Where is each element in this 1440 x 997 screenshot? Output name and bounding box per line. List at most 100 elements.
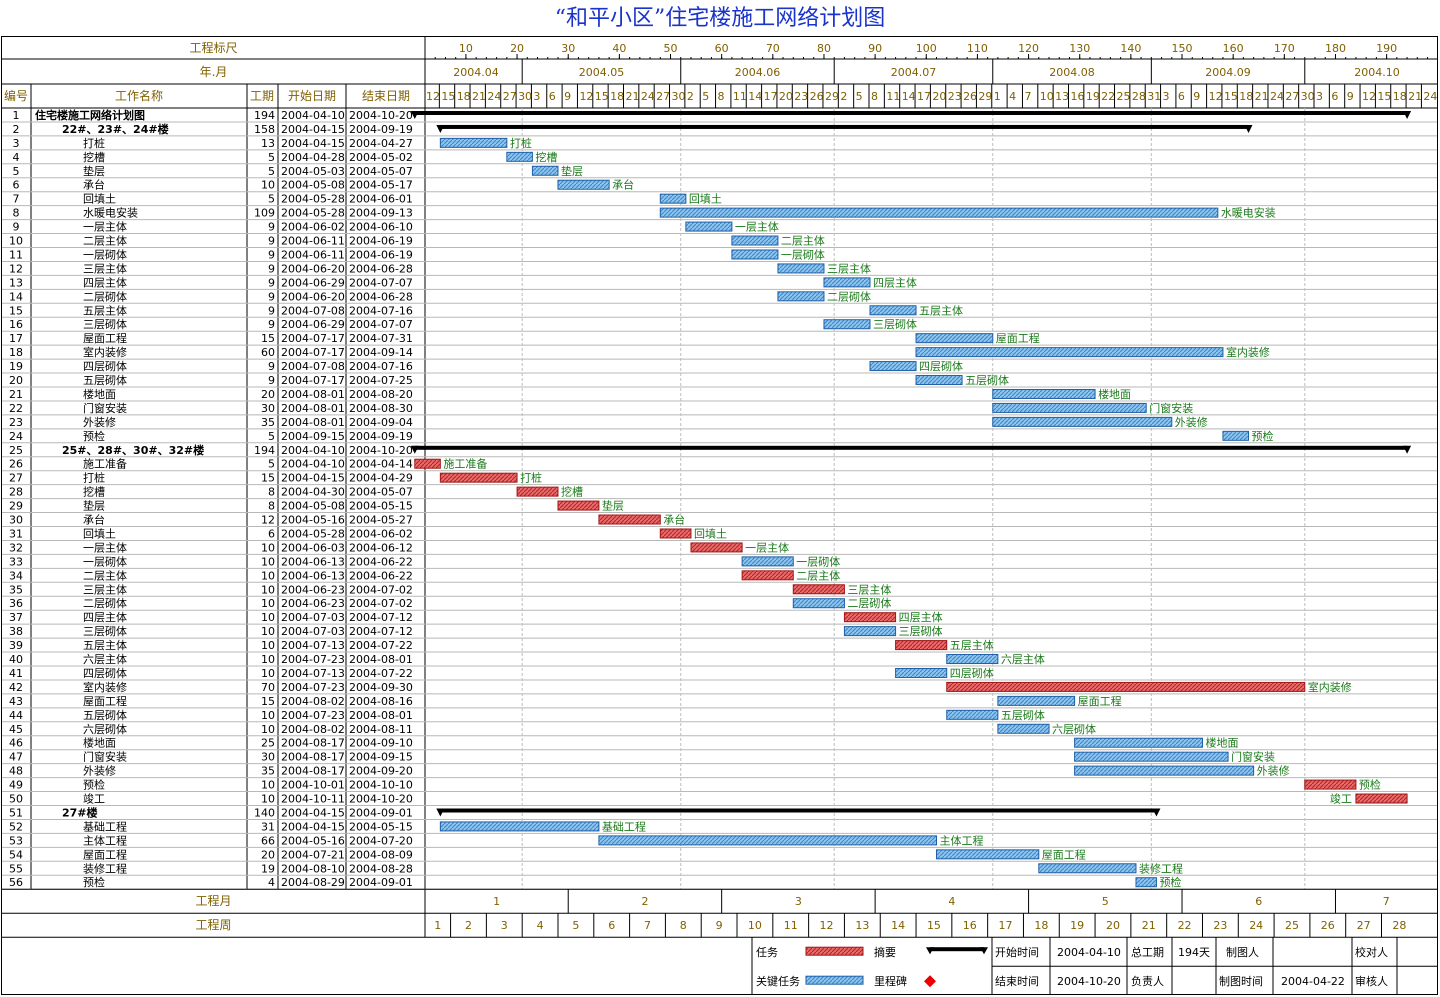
row-duration: 158 bbox=[254, 123, 275, 136]
task-bar[interactable] bbox=[843, 626, 897, 637]
critical-task-bar[interactable] bbox=[1304, 779, 1357, 790]
task-bar[interactable] bbox=[439, 821, 600, 832]
task-bar[interactable] bbox=[506, 151, 533, 162]
row-duration: 10 bbox=[261, 723, 275, 736]
day-tick-label: 1 bbox=[994, 90, 1001, 103]
bar-label: 屋面工程 bbox=[1042, 848, 1086, 861]
critical-task-bar[interactable] bbox=[598, 514, 661, 525]
critical-task-bar[interactable] bbox=[946, 681, 1306, 692]
critical-task-bar[interactable] bbox=[741, 570, 794, 581]
task-bar[interactable] bbox=[777, 263, 825, 274]
task-bar[interactable] bbox=[915, 347, 1224, 358]
task-bar[interactable] bbox=[997, 695, 1076, 706]
task-bar[interactable] bbox=[823, 319, 871, 330]
task-bar[interactable] bbox=[741, 556, 794, 567]
day-tick-label: 15 bbox=[595, 90, 609, 103]
column-header: 开始日期 bbox=[288, 89, 336, 103]
scale-tick-label: 10 bbox=[459, 42, 473, 55]
row-duration: 5 bbox=[268, 193, 275, 206]
task-bar[interactable] bbox=[1074, 751, 1229, 762]
day-tick-label: 24 bbox=[641, 90, 655, 103]
critical-task-bar[interactable] bbox=[659, 528, 692, 539]
row-duration: 5 bbox=[268, 165, 275, 178]
row-duration: 9 bbox=[268, 221, 275, 234]
row-duration: 15 bbox=[261, 695, 275, 708]
day-tick-label: 6 bbox=[1178, 90, 1185, 103]
project-week-value: 2 bbox=[465, 919, 472, 932]
row-start: 2004-08-29 bbox=[281, 876, 345, 889]
row-start: 2004-06-20 bbox=[281, 290, 345, 303]
task-bar[interactable] bbox=[731, 235, 779, 246]
task-bar[interactable] bbox=[997, 723, 1050, 734]
row-name: 22#、23#、24#楼 bbox=[62, 122, 169, 136]
project-month-value: 3 bbox=[795, 895, 802, 908]
project-week-value: 23 bbox=[1213, 919, 1227, 932]
row-id: 32 bbox=[9, 541, 23, 554]
row-duration: 30 bbox=[261, 751, 275, 764]
critical-task-bar[interactable] bbox=[557, 500, 600, 511]
task-bar[interactable] bbox=[823, 277, 871, 288]
row-duration: 140 bbox=[254, 806, 275, 819]
task-bar[interactable] bbox=[557, 179, 610, 190]
row-id: 4 bbox=[13, 151, 20, 164]
bar-label: 五层砌体 bbox=[1001, 708, 1045, 722]
task-bar[interactable] bbox=[598, 835, 937, 846]
task-bar[interactable] bbox=[1222, 430, 1250, 441]
task-bar[interactable] bbox=[869, 305, 917, 316]
critical-task-bar[interactable] bbox=[895, 640, 948, 651]
task-bar[interactable] bbox=[777, 291, 825, 302]
task-bar[interactable] bbox=[946, 654, 999, 665]
task-bar[interactable] bbox=[936, 849, 1040, 860]
row-duration: 19 bbox=[261, 862, 275, 875]
critical-task-bar[interactable] bbox=[516, 486, 559, 497]
day-tick-label: 12 bbox=[426, 90, 440, 103]
row-start: 2004-05-16 bbox=[281, 514, 345, 527]
summary-cap-start bbox=[410, 445, 419, 454]
task-bar[interactable] bbox=[1074, 737, 1203, 748]
row-start: 2004-08-02 bbox=[281, 695, 345, 708]
row-end: 2004-09-19 bbox=[349, 123, 413, 136]
task-bar[interactable] bbox=[439, 137, 508, 148]
row-name: 六层砌体 bbox=[83, 722, 127, 736]
critical-task-bar[interactable] bbox=[439, 472, 518, 483]
row-duration: 15 bbox=[261, 472, 275, 485]
row-id: 46 bbox=[9, 737, 23, 750]
task-bar[interactable] bbox=[915, 375, 963, 386]
task-bar[interactable] bbox=[685, 221, 733, 232]
row-end: 2004-05-15 bbox=[349, 820, 413, 833]
project-week-value: 12 bbox=[820, 919, 834, 932]
critical-task-bar[interactable] bbox=[843, 612, 897, 623]
project-week-value: 5 bbox=[572, 919, 579, 932]
row-start: 2004-08-17 bbox=[281, 751, 345, 764]
task-bar[interactable] bbox=[1135, 877, 1157, 888]
row-start: 2004-05-28 bbox=[281, 207, 345, 220]
task-bar[interactable] bbox=[992, 388, 1096, 399]
task-bar[interactable] bbox=[915, 333, 994, 344]
task-bar[interactable] bbox=[659, 207, 1219, 218]
critical-task-bar[interactable] bbox=[414, 458, 441, 469]
day-tick-label: 20 bbox=[779, 90, 793, 103]
task-bar[interactable] bbox=[731, 249, 779, 260]
task-bar[interactable] bbox=[992, 402, 1147, 413]
row-end: 2004-09-14 bbox=[349, 346, 413, 359]
critical-task-bar[interactable] bbox=[690, 542, 743, 553]
task-bar[interactable] bbox=[659, 193, 687, 204]
task-bar[interactable] bbox=[531, 165, 559, 176]
draw-time-label: 制图时间 bbox=[1219, 975, 1263, 988]
row-name: 一层砌体 bbox=[83, 554, 127, 568]
task-bar[interactable] bbox=[992, 416, 1173, 427]
row-start: 2004-07-21 bbox=[281, 848, 345, 861]
bar-label: 预检 bbox=[1159, 875, 1181, 889]
row-end: 2004-06-10 bbox=[349, 221, 413, 234]
task-bar[interactable] bbox=[946, 709, 999, 720]
task-bar[interactable] bbox=[1074, 765, 1255, 776]
row-start: 2004-08-01 bbox=[281, 402, 345, 415]
critical-task-bar[interactable] bbox=[792, 584, 845, 595]
summary-bar bbox=[440, 124, 1249, 129]
task-bar[interactable] bbox=[1038, 863, 1137, 874]
task-bar[interactable] bbox=[869, 361, 917, 372]
row-end: 2004-05-07 bbox=[349, 165, 413, 178]
task-bar[interactable] bbox=[895, 667, 948, 678]
task-bar[interactable] bbox=[792, 598, 845, 609]
critical-task-bar[interactable] bbox=[1355, 793, 1408, 804]
